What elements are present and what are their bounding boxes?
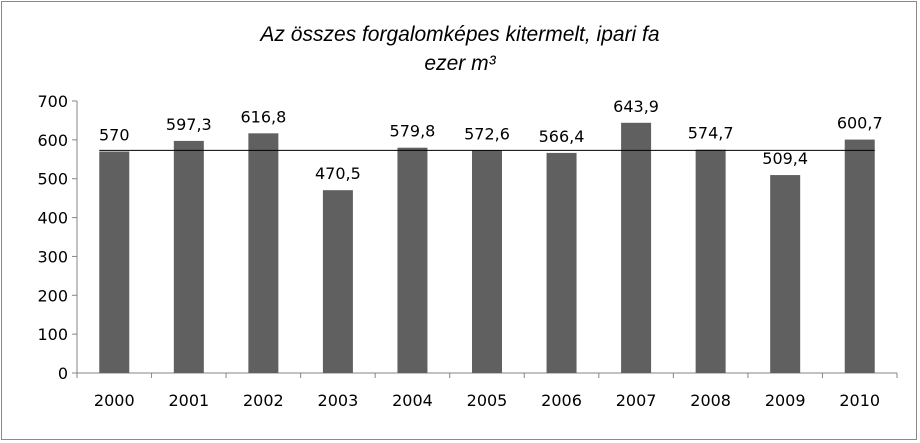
x-tick-label: 2009 — [765, 391, 806, 410]
data-label: 643,9 — [613, 97, 659, 116]
x-tick-label: 2002 — [243, 391, 284, 410]
x-tick-label: 2008 — [690, 391, 731, 410]
y-tick-label: 0 — [58, 364, 68, 383]
x-tick-label: 2003 — [318, 391, 359, 410]
data-label: 509,4 — [762, 149, 808, 168]
y-tick-label: 300 — [37, 247, 68, 266]
bar — [99, 151, 130, 373]
y-tick-label: 700 — [37, 92, 68, 111]
chart-subtitle: ezer m³ — [424, 52, 496, 75]
data-label: 616,8 — [240, 107, 286, 126]
bar — [770, 175, 801, 373]
y-tick-label: 500 — [37, 170, 68, 189]
data-label: 572,6 — [464, 125, 510, 144]
data-label: 600,7 — [837, 114, 883, 133]
x-tick-label: 2004 — [392, 391, 433, 410]
chart-title: Az összes forgalomképes kitermelt, ipari… — [260, 23, 660, 46]
bar — [695, 149, 726, 373]
y-tick-label: 100 — [37, 325, 68, 344]
data-label: 470,5 — [315, 164, 361, 183]
y-tick-label: 200 — [37, 286, 68, 305]
y-tick-label: 400 — [37, 209, 68, 228]
bar — [621, 122, 652, 373]
bar — [397, 147, 428, 373]
x-tick-label: 2010 — [839, 391, 880, 410]
bar — [173, 140, 204, 373]
y-tick-label: 600 — [37, 131, 68, 150]
data-label: 597,3 — [166, 115, 212, 134]
bar — [322, 190, 353, 373]
bar — [472, 150, 502, 373]
data-label: 570 — [99, 126, 130, 145]
data-label: 579,8 — [390, 122, 436, 141]
x-tick-label: 2000 — [94, 391, 135, 410]
x-tick-label: 2005 — [467, 391, 508, 410]
x-tick-label: 2006 — [541, 391, 582, 410]
x-tick-label: 2007 — [616, 391, 657, 410]
x-tick-label: 2001 — [168, 391, 209, 410]
data-label: 566,4 — [539, 127, 585, 146]
bar — [248, 133, 279, 373]
data-label: 574,7 — [688, 124, 734, 143]
bar — [546, 152, 577, 373]
bar — [844, 139, 875, 373]
